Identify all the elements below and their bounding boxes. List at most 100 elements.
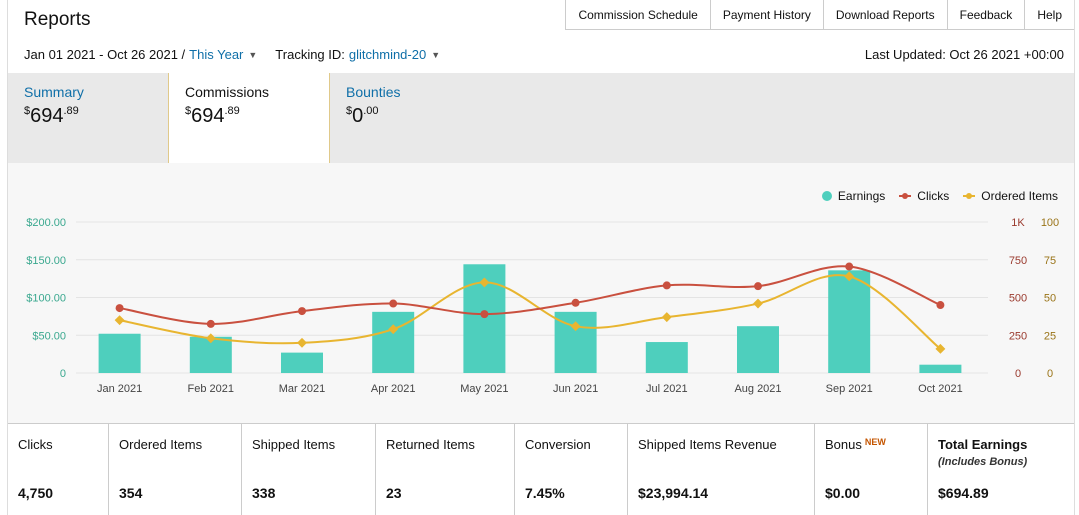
last-updated: Last Updated: Oct 26 2021 +00:00 (864, 47, 1064, 62)
legend-clicks[interactable]: Clicks (899, 189, 949, 203)
y-right-clicks-tick: 0 (1015, 368, 1021, 380)
y-right-clicks-tick: 250 (1009, 330, 1027, 342)
stat-value: $694.89 (938, 485, 989, 501)
ordered-items-point (570, 321, 581, 332)
feedback-button[interactable]: Feedback (947, 0, 1026, 29)
tracking-id-label: Tracking ID: (275, 47, 345, 62)
download-reports-button[interactable]: Download Reports (823, 0, 948, 29)
y-left-tick: 0 (60, 368, 66, 380)
legend-swatch (963, 191, 976, 201)
y-right-orders-tick: 0 (1047, 368, 1053, 380)
legend-earnings[interactable]: Earnings (821, 189, 886, 203)
ordered-items-point (935, 343, 946, 354)
commission-schedule-button[interactable]: Commission Schedule (566, 0, 711, 29)
tracking-id-selector[interactable]: glitchmind-20 (348, 47, 427, 62)
clicks-point (936, 301, 945, 310)
ordered-items-point (844, 271, 855, 282)
stat-total-earnings: Total Earnings (Includes Bonus) $694.89 (928, 424, 1074, 515)
chart-legend: Earnings Clicks Ordered Items (808, 189, 1058, 203)
date-range: Jan 01 2021 - Oct 26 2021 / (24, 47, 186, 62)
y-right-clicks-tick: 1K (1011, 217, 1025, 229)
reports-panel: Reports Commission Schedule Payment Hist… (7, 0, 1075, 515)
ordered-items-point (661, 312, 672, 323)
chevron-down-icon[interactable]: ▼ (248, 49, 258, 60)
report-filters: Jan 01 2021 - Oct 26 2021 / This Year ▼ … (24, 47, 458, 62)
ordered-items-point (388, 324, 399, 335)
x-axis-tick: Jul 2021 (646, 383, 688, 395)
stat-label: Returned Items (386, 437, 475, 452)
clicks-point (298, 307, 306, 316)
earnings-bar (737, 326, 779, 373)
y-left-tick: $50.00 (32, 330, 66, 342)
stat-value: 4,750 (18, 485, 54, 501)
ordered-items-line (119, 274, 942, 350)
new-badge: NEW (864, 437, 886, 447)
legend-swatch (821, 191, 832, 201)
help-button[interactable]: Help (1025, 0, 1074, 29)
stat-label: Shipped Items (252, 437, 336, 452)
clicks-line (119, 265, 941, 325)
stat-shipped-items-revenue: Shipped Items Revenue $23,994.14 (628, 424, 815, 515)
stat-bonus: Bonus NEW $0.00 (815, 424, 928, 515)
legend-ordered-items[interactable]: Ordered Items (963, 189, 1058, 203)
legend-swatch (899, 191, 912, 201)
y-right-clicks-tick: 750 (1009, 255, 1027, 267)
report-tabs: Summary $694.89 Commissions $694.89 Boun… (8, 73, 1074, 170)
tab-commissions[interactable]: Commissions $694.89 (168, 73, 330, 170)
clicks-point (206, 319, 215, 328)
stat-label: Bonus NEW (825, 437, 886, 452)
clicks-point (845, 262, 854, 271)
earnings-bar (919, 364, 962, 373)
clicks-point (662, 281, 671, 290)
ordered-items-point (753, 298, 763, 309)
stat-label: Ordered Items (119, 437, 203, 452)
stat-conversion: Conversion 7.45% (515, 424, 628, 515)
x-axis-tick: Oct 2021 (918, 383, 963, 395)
ordered-items-point (297, 337, 307, 348)
earnings-chart-area: $200.00 1K 100 $150.00 750 75 $100.00 500 50 $50.… (8, 163, 1074, 423)
y-right-orders-tick: 75 (1044, 255, 1056, 267)
stat-sublabel: (Includes Bonus) (938, 456, 1028, 468)
x-axis-tick: Sep 2021 (826, 383, 873, 395)
stat-label: Total Earnings (938, 437, 1028, 452)
y-right-orders-tick: 25 (1044, 330, 1056, 342)
earnings-chart: $200.00 1K 100 $150.00 750 75 $100.00 500 50 $50.… (26, 217, 1059, 395)
x-axis-tick: May 2021 (460, 383, 508, 395)
x-axis-tick: Mar 2021 (279, 383, 325, 395)
x-axis-tick: Apr 2021 (371, 383, 416, 395)
tab-value: $694.89 (24, 105, 79, 127)
payment-history-button[interactable]: Payment History (710, 0, 824, 29)
stat-ordered-items: Ordered Items 354 (109, 424, 242, 515)
stat-label: Conversion (525, 437, 591, 452)
clicks-point (754, 282, 762, 291)
clicks-point (115, 304, 124, 313)
x-axis-tick: Feb 2021 (188, 383, 234, 395)
ordered-items-point (114, 315, 125, 326)
stat-value: 338 (252, 485, 276, 501)
tab-value: $694.89 (185, 105, 240, 127)
stat-value: 7.45% (525, 485, 565, 501)
tab-label: Bounties (346, 84, 401, 100)
stat-returned-items: Returned Items 23 (376, 424, 515, 515)
clicks-point (389, 299, 398, 308)
period-selector[interactable]: This Year (189, 47, 244, 62)
tab-value: $0.00 (346, 105, 379, 127)
legend-label: Ordered Items (981, 189, 1058, 203)
x-axis-tick: Jun 2021 (553, 383, 598, 395)
top-navigation: Commission Schedule Payment History Down… (565, 0, 1074, 30)
y-left-tick: $200.00 (26, 217, 66, 229)
y-right-orders-tick: 50 (1044, 293, 1056, 305)
clicks-point (571, 298, 580, 307)
tab-bounties[interactable]: Bounties $0.00 (330, 73, 490, 163)
chevron-down-icon[interactable]: ▼ (431, 49, 441, 60)
ordered-items-point (205, 333, 216, 344)
y-left-tick: $100.00 (26, 293, 66, 305)
y-right-orders-tick: 100 (1041, 217, 1059, 229)
x-axis-tick: Jan 2021 (97, 383, 142, 395)
legend-label: Clicks (917, 189, 950, 203)
y-left-tick: $150.00 (26, 255, 66, 267)
tab-summary[interactable]: Summary $694.89 (8, 73, 168, 163)
stat-value: 23 (386, 485, 402, 501)
legend-label: Earnings (837, 189, 886, 203)
tab-label: Commissions (185, 84, 270, 100)
